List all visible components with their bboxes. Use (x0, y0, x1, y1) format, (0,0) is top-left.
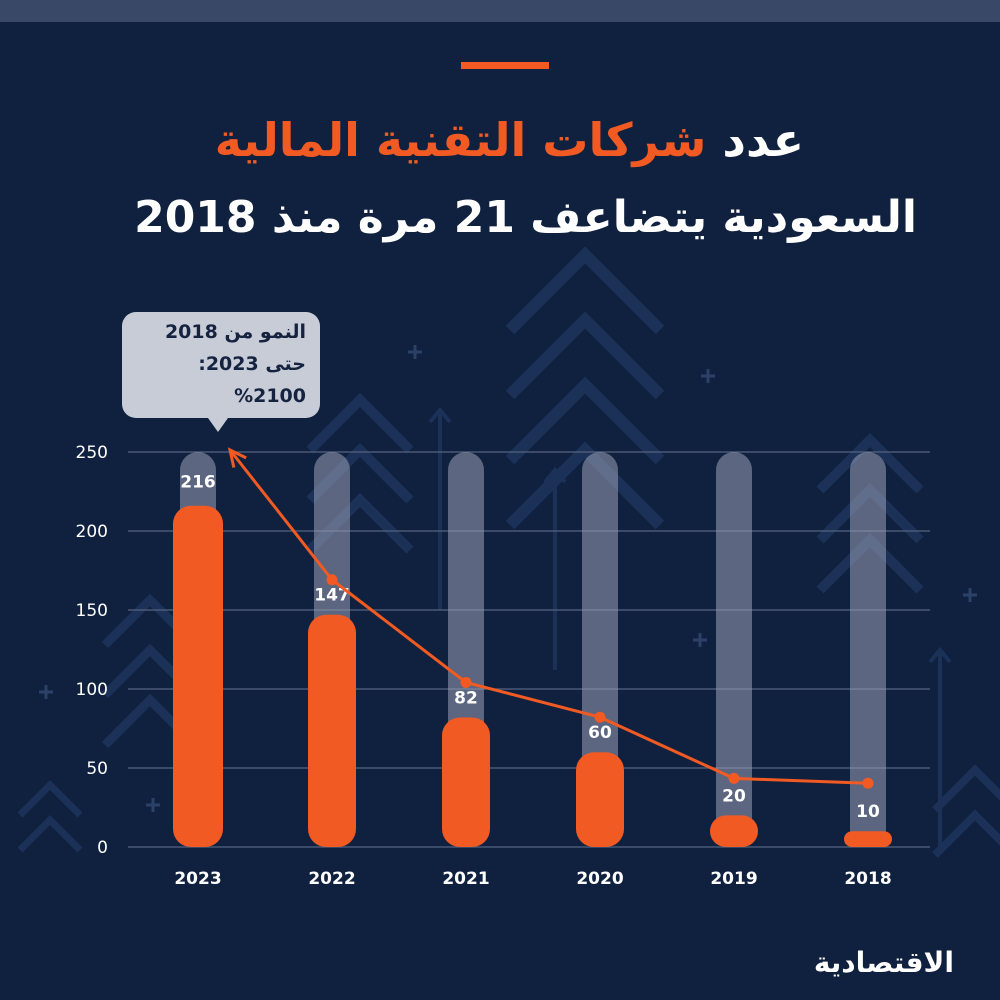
trend-point (326, 574, 338, 586)
data-label: 147 (314, 586, 350, 606)
chevron-arrow-icon (17, 780, 83, 818)
bar-track (850, 452, 886, 847)
trend-point (460, 676, 472, 688)
x-tick-label: 2019 (710, 869, 757, 889)
trend-arrow-head-icon (227, 447, 247, 468)
data-label: 10 (856, 802, 880, 822)
gridlines (128, 451, 930, 848)
publisher-logo: الاقتصادية (813, 946, 954, 979)
trend-line-path (228, 449, 869, 785)
x-tick-label: 2020 (576, 869, 623, 889)
chart-subtitle: السعودية يتضاعف 21 مرة منذ 2018 (134, 192, 917, 243)
bar-track (582, 452, 618, 847)
callout-line-3: %2100 (234, 385, 306, 407)
callout-line-2: حتى 2023: (198, 353, 306, 375)
arrow-head-icon (428, 406, 452, 424)
trend-point (728, 772, 740, 784)
x-tick-label: 2018 (844, 869, 891, 889)
y-tick-label: 250 (76, 443, 108, 463)
bar-track (716, 452, 752, 847)
bars: 216 147 82 60 20 10 (173, 452, 892, 847)
data-label: 60 (588, 723, 612, 743)
title-highlight: شركات التقنية المالية (214, 113, 707, 167)
y-tick-label: 0 (97, 838, 108, 858)
bar-2022 (308, 614, 356, 847)
chevron-arrow-icon (17, 815, 83, 853)
chevron-arrow-icon (505, 246, 665, 335)
chevron-arrow-icon (505, 376, 665, 465)
x-tick-label: 2023 (174, 869, 221, 889)
chevron-arrow-icon (505, 311, 665, 400)
arrow-head-icon (543, 466, 567, 484)
trend-point (862, 777, 874, 789)
chevron-arrow-icon (306, 392, 414, 454)
x-tick-label: 2022 (308, 869, 355, 889)
chevron-arrow-icon (932, 809, 1000, 858)
accent-bar (461, 62, 549, 69)
bar-2021 (442, 717, 490, 847)
y-tick-label: 50 (86, 759, 108, 779)
trend-point (594, 711, 606, 723)
bar-2023 (173, 505, 223, 847)
x-axis: 2023 2022 2021 2020 2019 2018 (174, 869, 891, 889)
y-tick-label: 100 (76, 680, 108, 700)
callout-line-1: النمو من 2018 (164, 321, 306, 343)
top-strip (0, 0, 1000, 22)
bar-2019 (710, 815, 758, 847)
chevron-arrow-icon (505, 441, 665, 530)
chevron-arrow-icon (816, 432, 924, 494)
arrow-head-icon (928, 646, 952, 664)
title-prefix: عدد (722, 113, 804, 167)
bar-2020 (576, 752, 624, 847)
plus-icon (701, 369, 715, 383)
plus-icon (693, 633, 707, 647)
trend-line (227, 447, 874, 789)
x-tick-label: 2021 (442, 869, 489, 889)
y-axis: 0 50 100 150 200 250 (76, 443, 108, 858)
chart-title: عدد شركات التقنية المالية (44, 108, 804, 172)
y-tick-label: 200 (76, 522, 108, 542)
y-tick-label: 150 (76, 601, 108, 621)
bar-2018 (844, 831, 892, 847)
plus-icon (963, 588, 977, 602)
plus-icon (146, 798, 160, 812)
data-label: 216 (180, 473, 216, 493)
plus-icon (408, 345, 422, 359)
data-label: 82 (454, 688, 478, 708)
chevron-arrow-icon (932, 764, 1000, 813)
data-label: 20 (722, 786, 746, 806)
plus-icon (39, 685, 53, 699)
growth-callout: النمو من 2018 حتى 2023: %2100 (122, 312, 320, 432)
